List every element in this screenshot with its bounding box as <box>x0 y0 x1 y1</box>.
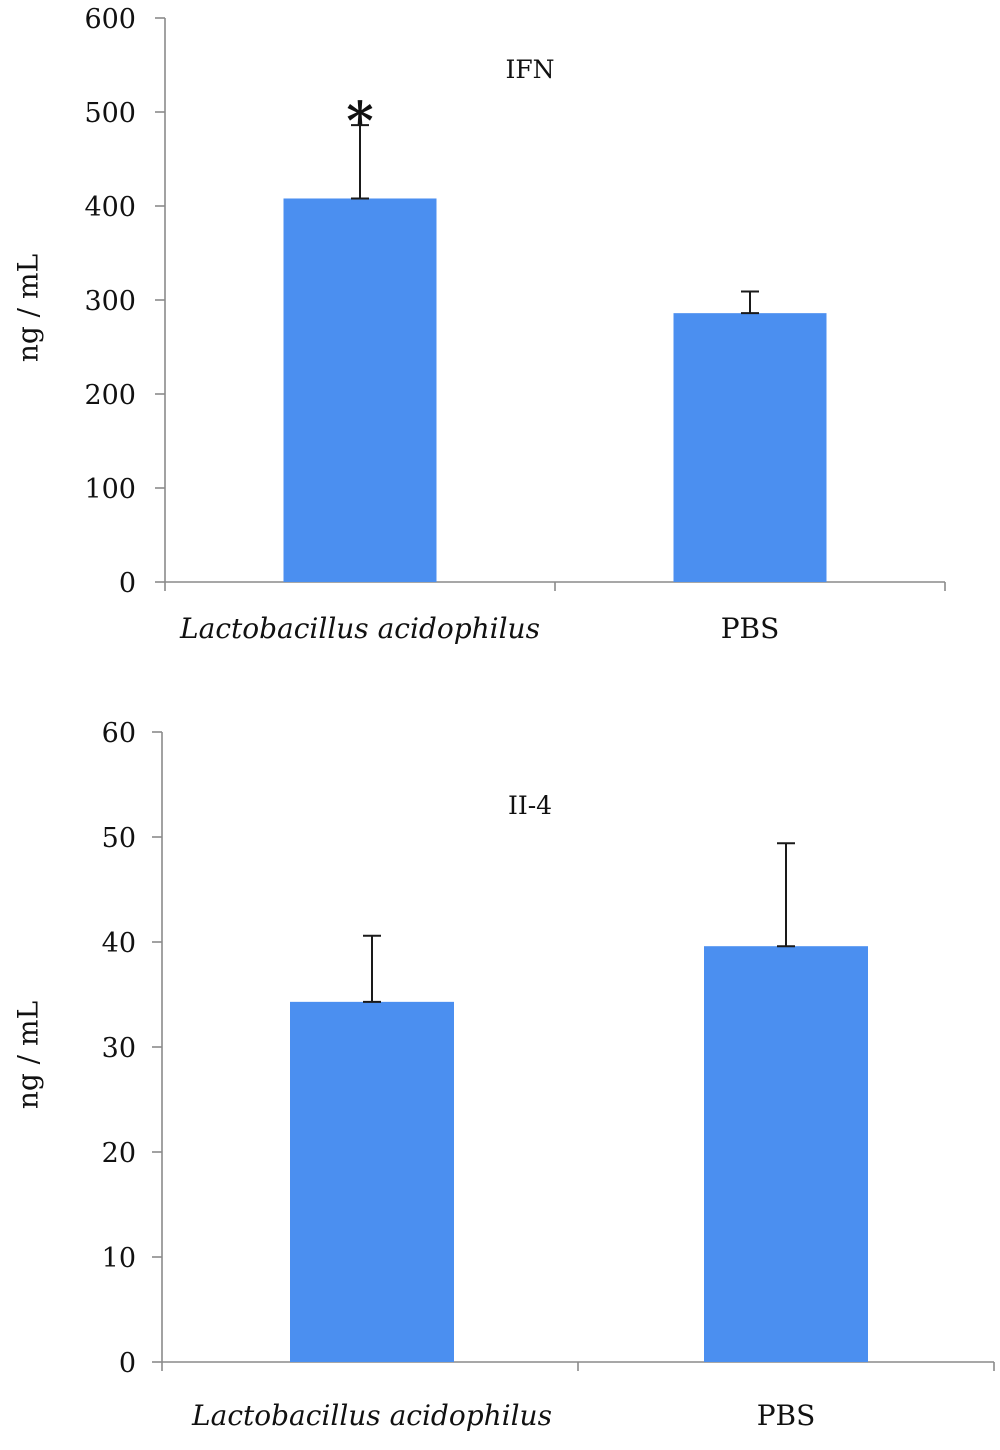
y-tick-label: 40 <box>102 928 136 959</box>
y-tick-label: 500 <box>84 98 136 129</box>
category-label: Lactobacillus acidophilus <box>191 1399 552 1432</box>
significance-asterisk: * <box>346 91 373 152</box>
chart-1: 0 100 200 300 400 500 600 ng / mL IFN Lactobacill… <box>12 4 946 645</box>
y-tick-label: 100 <box>84 474 136 505</box>
y-tick-label: 400 <box>84 192 136 223</box>
bar-pbs <box>704 946 868 1362</box>
y-axis-title: ng / mL <box>12 1001 45 1109</box>
y-tick-label: 30 <box>102 1033 136 1064</box>
y-tick-label: 0 <box>119 568 136 599</box>
category-label: PBS <box>757 1399 816 1432</box>
y-tick-label: 300 <box>84 286 136 317</box>
y-tick-label: 200 <box>84 380 136 411</box>
chart-2: 0 10 20 30 40 50 60 ng / mL II-4 Lactobacillus ac… <box>12 718 995 1432</box>
bar-lactobacillus-acidophilus <box>283 198 437 583</box>
chart-title: II-4 <box>508 791 552 820</box>
chart-title: IFN <box>505 55 554 84</box>
category-label: PBS <box>721 612 780 645</box>
y-tick-label: 0 <box>119 1348 136 1379</box>
y-tick-label: 10 <box>102 1243 136 1274</box>
y-tick-label: 50 <box>102 823 136 854</box>
category-label: Lactobacillus acidophilus <box>179 612 540 645</box>
y-tick-label: 600 <box>84 4 136 35</box>
bar-pbs <box>673 313 827 582</box>
bar-lactobacillus-acidophilus <box>290 1001 454 1362</box>
y-tick-label: 20 <box>102 1138 136 1169</box>
y-axis-title: ng / mL <box>12 254 45 362</box>
y-tick-label: 60 <box>102 718 136 749</box>
